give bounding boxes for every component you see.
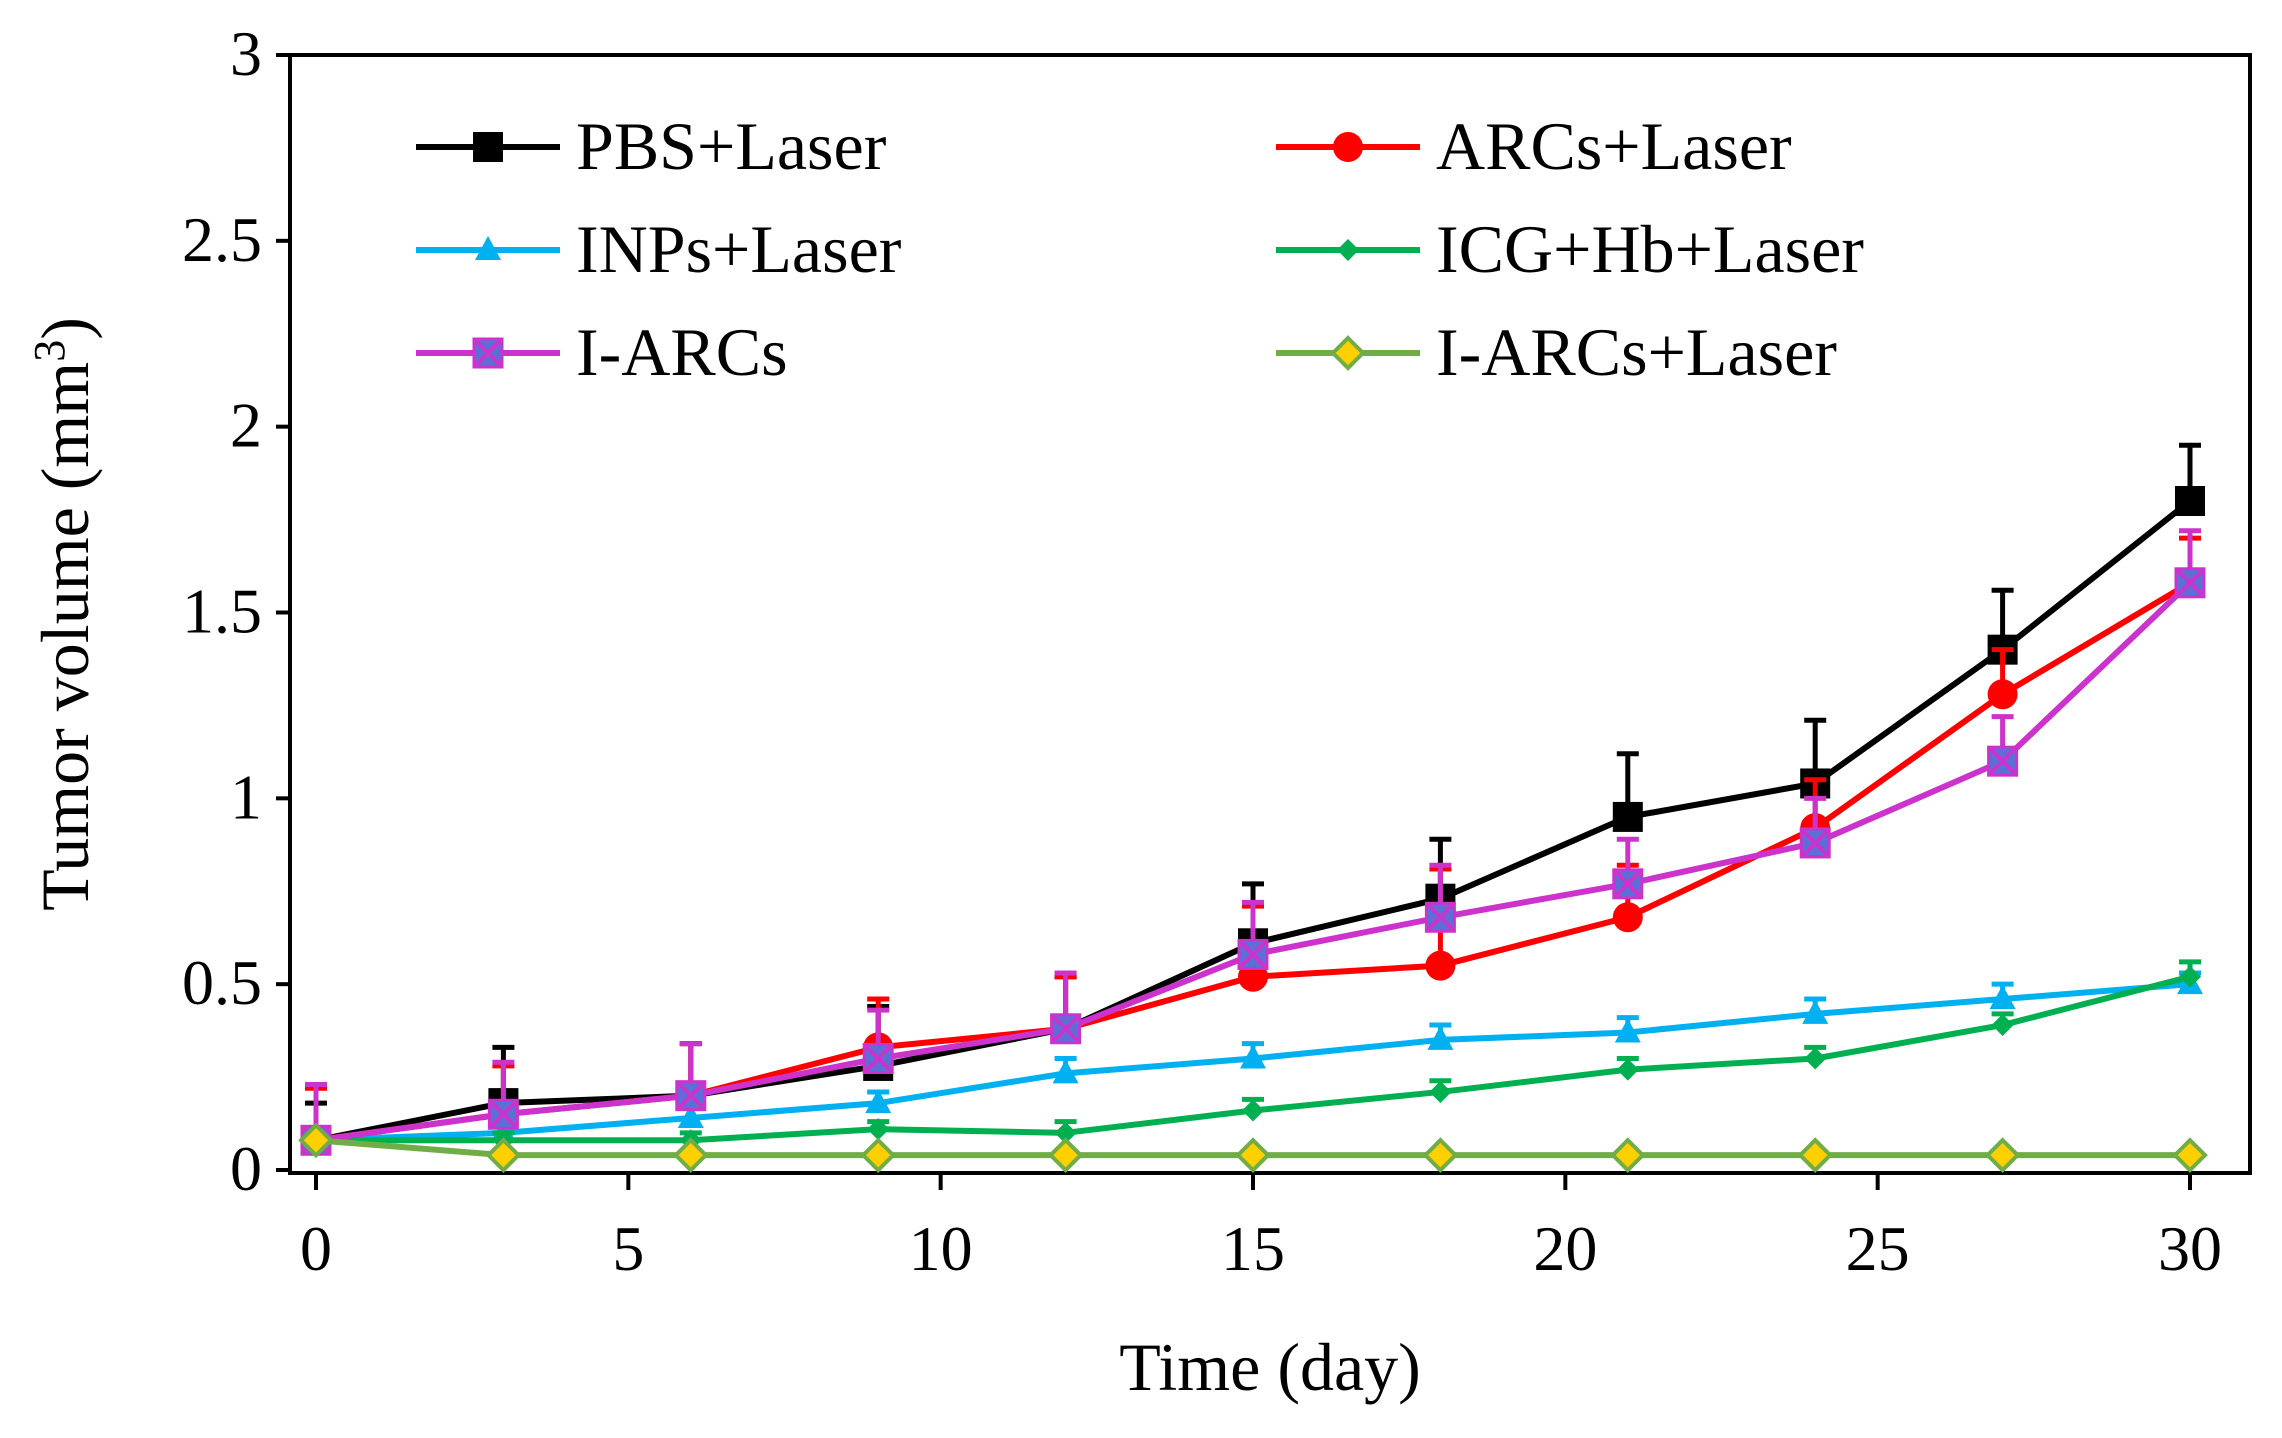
data-point <box>1799 827 1831 859</box>
data-point <box>1237 938 1269 970</box>
data-point <box>865 1089 892 1114</box>
y-tick-label: 2 <box>230 390 262 461</box>
legend-item: ICG+Hb+Laser <box>1276 211 1864 287</box>
plot-area <box>288 53 2252 1175</box>
legend-label: I-ARCs <box>576 314 788 390</box>
y-tick-label: 0 <box>230 1133 262 1204</box>
data-point <box>1797 1137 1834 1173</box>
x-tick-label: 5 <box>612 1213 644 1284</box>
marker-cross <box>1237 939 1269 970</box>
y-tick-label: 1.5 <box>182 576 262 647</box>
data-point <box>1802 999 1829 1024</box>
data-point <box>1235 1137 1271 1173</box>
legend-item: PBS+Laser <box>416 108 887 184</box>
data-point <box>1427 1025 1454 1050</box>
legend-item: I-ARCs+Laser <box>1276 314 1837 390</box>
y-tick-label: 1 <box>230 761 262 832</box>
data-point <box>1609 1137 1646 1173</box>
x-axis-title: Time (day) <box>1119 1329 1421 1405</box>
data-point <box>1989 985 2016 1010</box>
marker-cross <box>1987 745 2019 777</box>
legend-label: ICG+Hb+Laser <box>1436 211 1864 287</box>
legend-label: PBS+Laser <box>576 108 887 184</box>
data-point <box>1612 801 1643 832</box>
x-tick-label: 0 <box>300 1213 332 1284</box>
x-tick-label: 20 <box>1533 1213 1597 1284</box>
data-point <box>1612 868 1644 900</box>
marker-cross <box>1050 1013 1082 1045</box>
data-point <box>1422 1137 1459 1173</box>
marker-cross <box>472 337 504 369</box>
legend: PBS+Laser ARCs+Laser INPs+Laser ICG+Hb+Lase… <box>416 108 1864 390</box>
data-point <box>2172 1137 2208 1173</box>
legend-marker <box>1330 335 1366 371</box>
y-tick-label: 0.5 <box>182 947 262 1018</box>
series-i-arcs-laser <box>298 1122 2208 1173</box>
data-point <box>298 1122 334 1159</box>
data-point <box>2174 567 2206 599</box>
data-point <box>1052 1059 1079 1084</box>
marker-cross <box>1612 868 1644 900</box>
data-point <box>1054 1121 1077 1144</box>
series-layer <box>298 442 2208 1173</box>
data-point <box>677 1103 704 1128</box>
marker-cross <box>675 1080 707 1112</box>
data-point <box>485 1137 522 1173</box>
x-axis: 0 5 10 15 20 25 30 <box>300 1173 2222 1284</box>
data-point <box>1240 1044 1266 1069</box>
data-point <box>1425 950 1456 981</box>
legend-marker <box>1333 132 1363 162</box>
y-axis-title-sup: 3 <box>25 340 74 362</box>
legend-label: INPs+Laser <box>576 211 902 287</box>
data-point <box>1614 1018 1641 1043</box>
x-tick-label: 30 <box>2158 1213 2222 1284</box>
data-point <box>1429 1080 1452 1103</box>
data-point <box>862 1043 894 1074</box>
data-point <box>1987 679 2018 710</box>
marker-cross <box>2174 567 2206 599</box>
y-tick-label: 2.5 <box>182 204 262 275</box>
data-point <box>675 1080 707 1112</box>
x-tick-label: 15 <box>1221 1213 1285 1284</box>
data-point <box>1612 902 1643 933</box>
legend-marker <box>473 132 503 162</box>
data-point <box>672 1137 709 1173</box>
marker-cross <box>862 1043 894 1074</box>
y-axis: 0 0.5 1 1.5 2 2.5 3 <box>182 18 290 1204</box>
marker-cross <box>487 1098 519 1130</box>
data-point <box>1804 1047 1827 1070</box>
legend-item: ARCs+Laser <box>1276 108 1792 184</box>
marker-cross <box>1424 901 1456 933</box>
legend-label: ARCs+Laser <box>1436 108 1792 184</box>
y-tick-label: 3 <box>230 18 262 89</box>
y-axis-title: Tumor volume (mm3) <box>25 317 103 911</box>
data-point <box>1242 1099 1264 1122</box>
data-point <box>487 1098 519 1130</box>
legend-label: I-ARCs+Laser <box>1436 314 1837 390</box>
data-point <box>2175 486 2205 516</box>
x-tick-label: 25 <box>1846 1213 1910 1284</box>
data-point <box>1424 901 1456 933</box>
data-point <box>867 1118 890 1141</box>
data-point <box>1047 1137 1084 1173</box>
legend-marker <box>472 337 504 369</box>
y-axis-title-main: Tumor volume (mm <box>27 362 103 911</box>
data-point <box>1050 1013 1082 1045</box>
data-point <box>1984 1137 2021 1173</box>
legend-marker <box>1337 239 1359 261</box>
data-point <box>860 1137 897 1173</box>
data-point <box>1987 745 2019 777</box>
legend-item: INPs+Laser <box>416 211 902 287</box>
marker-cross <box>1799 827 1831 859</box>
data-point <box>2179 965 2201 988</box>
data-point <box>1991 1014 2014 1037</box>
legend-marker <box>475 236 501 260</box>
x-tick-label: 10 <box>909 1213 973 1284</box>
data-point <box>1616 1058 1639 1081</box>
y-axis-title-end: ) <box>27 317 103 340</box>
series-i-arcs <box>300 528 2206 1156</box>
legend-item: I-ARCs <box>416 314 788 390</box>
